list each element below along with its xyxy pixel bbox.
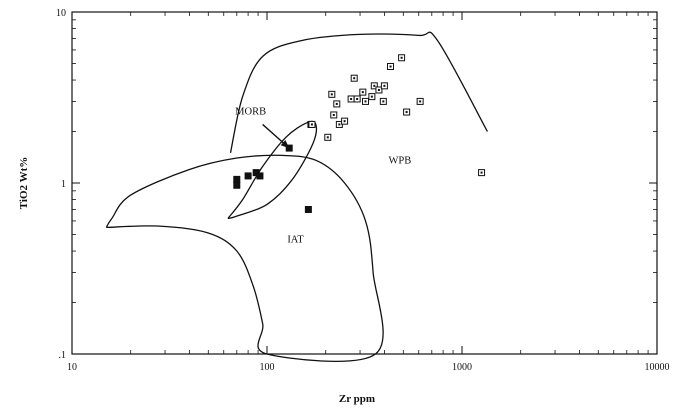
open-square-point-center (373, 84, 376, 87)
filled-square-point (252, 169, 260, 177)
annotation-label-morb: MORB (235, 106, 266, 117)
open-square-point-center (389, 65, 392, 68)
x-tick-label: 100 (260, 362, 275, 373)
open-square-point-center (364, 100, 367, 103)
open-square-point-center (480, 171, 483, 174)
open-square-point-center (332, 113, 335, 116)
plot-frame (71, 11, 658, 355)
filled-square-point (304, 205, 312, 213)
open-square-point-center (383, 84, 386, 87)
region-label-wpb: WPB (388, 156, 411, 167)
filled-square-point (244, 172, 252, 180)
open-square-point-center (382, 100, 385, 103)
y-axis-ticks: 101.1 (56, 8, 657, 361)
filled-square-point (285, 144, 293, 152)
filled-square-point (233, 181, 241, 189)
data-points (233, 54, 486, 213)
y-tick-label: 1 (61, 179, 66, 190)
open-square-point-center (350, 97, 353, 100)
open-square-point-center (377, 88, 380, 91)
region-boundary-iat (105, 154, 384, 362)
y-axis-label: TiO2 Wt% (18, 157, 30, 209)
open-square-point-center (400, 56, 403, 59)
filled-square-point (256, 172, 264, 180)
y-tick-label: .1 (59, 350, 67, 361)
region-boundary-wpb (229, 31, 488, 154)
discrimination-fields: IAT WPB (105, 31, 488, 362)
open-square-point-center (405, 111, 408, 114)
open-square-point-center (370, 95, 373, 98)
open-square-point-center (326, 136, 329, 139)
open-square-point-center (353, 77, 356, 80)
x-tick-label: 10 (67, 362, 77, 373)
open-square-point-center (335, 102, 338, 105)
filled-square-point (233, 175, 241, 183)
x-axis-label: Zr ppm (339, 393, 375, 405)
open-square-point-center (310, 123, 313, 126)
open-square-point-center (338, 123, 341, 126)
x-tick-label: 1000 (452, 362, 472, 373)
open-square-point-center (330, 93, 333, 96)
open-square-point-center (419, 100, 422, 103)
region-label-iat: IAT (287, 234, 304, 245)
x-axis-ticks: 10 100 1000 10000 (67, 12, 670, 373)
open-square-point-center (356, 97, 359, 100)
x-tick-label: 10000 (645, 362, 670, 373)
region-boundary-morb (227, 120, 318, 220)
open-square-point-center (343, 120, 346, 123)
open-square-point-center (361, 91, 364, 94)
y-tick-label: 10 (56, 8, 66, 19)
